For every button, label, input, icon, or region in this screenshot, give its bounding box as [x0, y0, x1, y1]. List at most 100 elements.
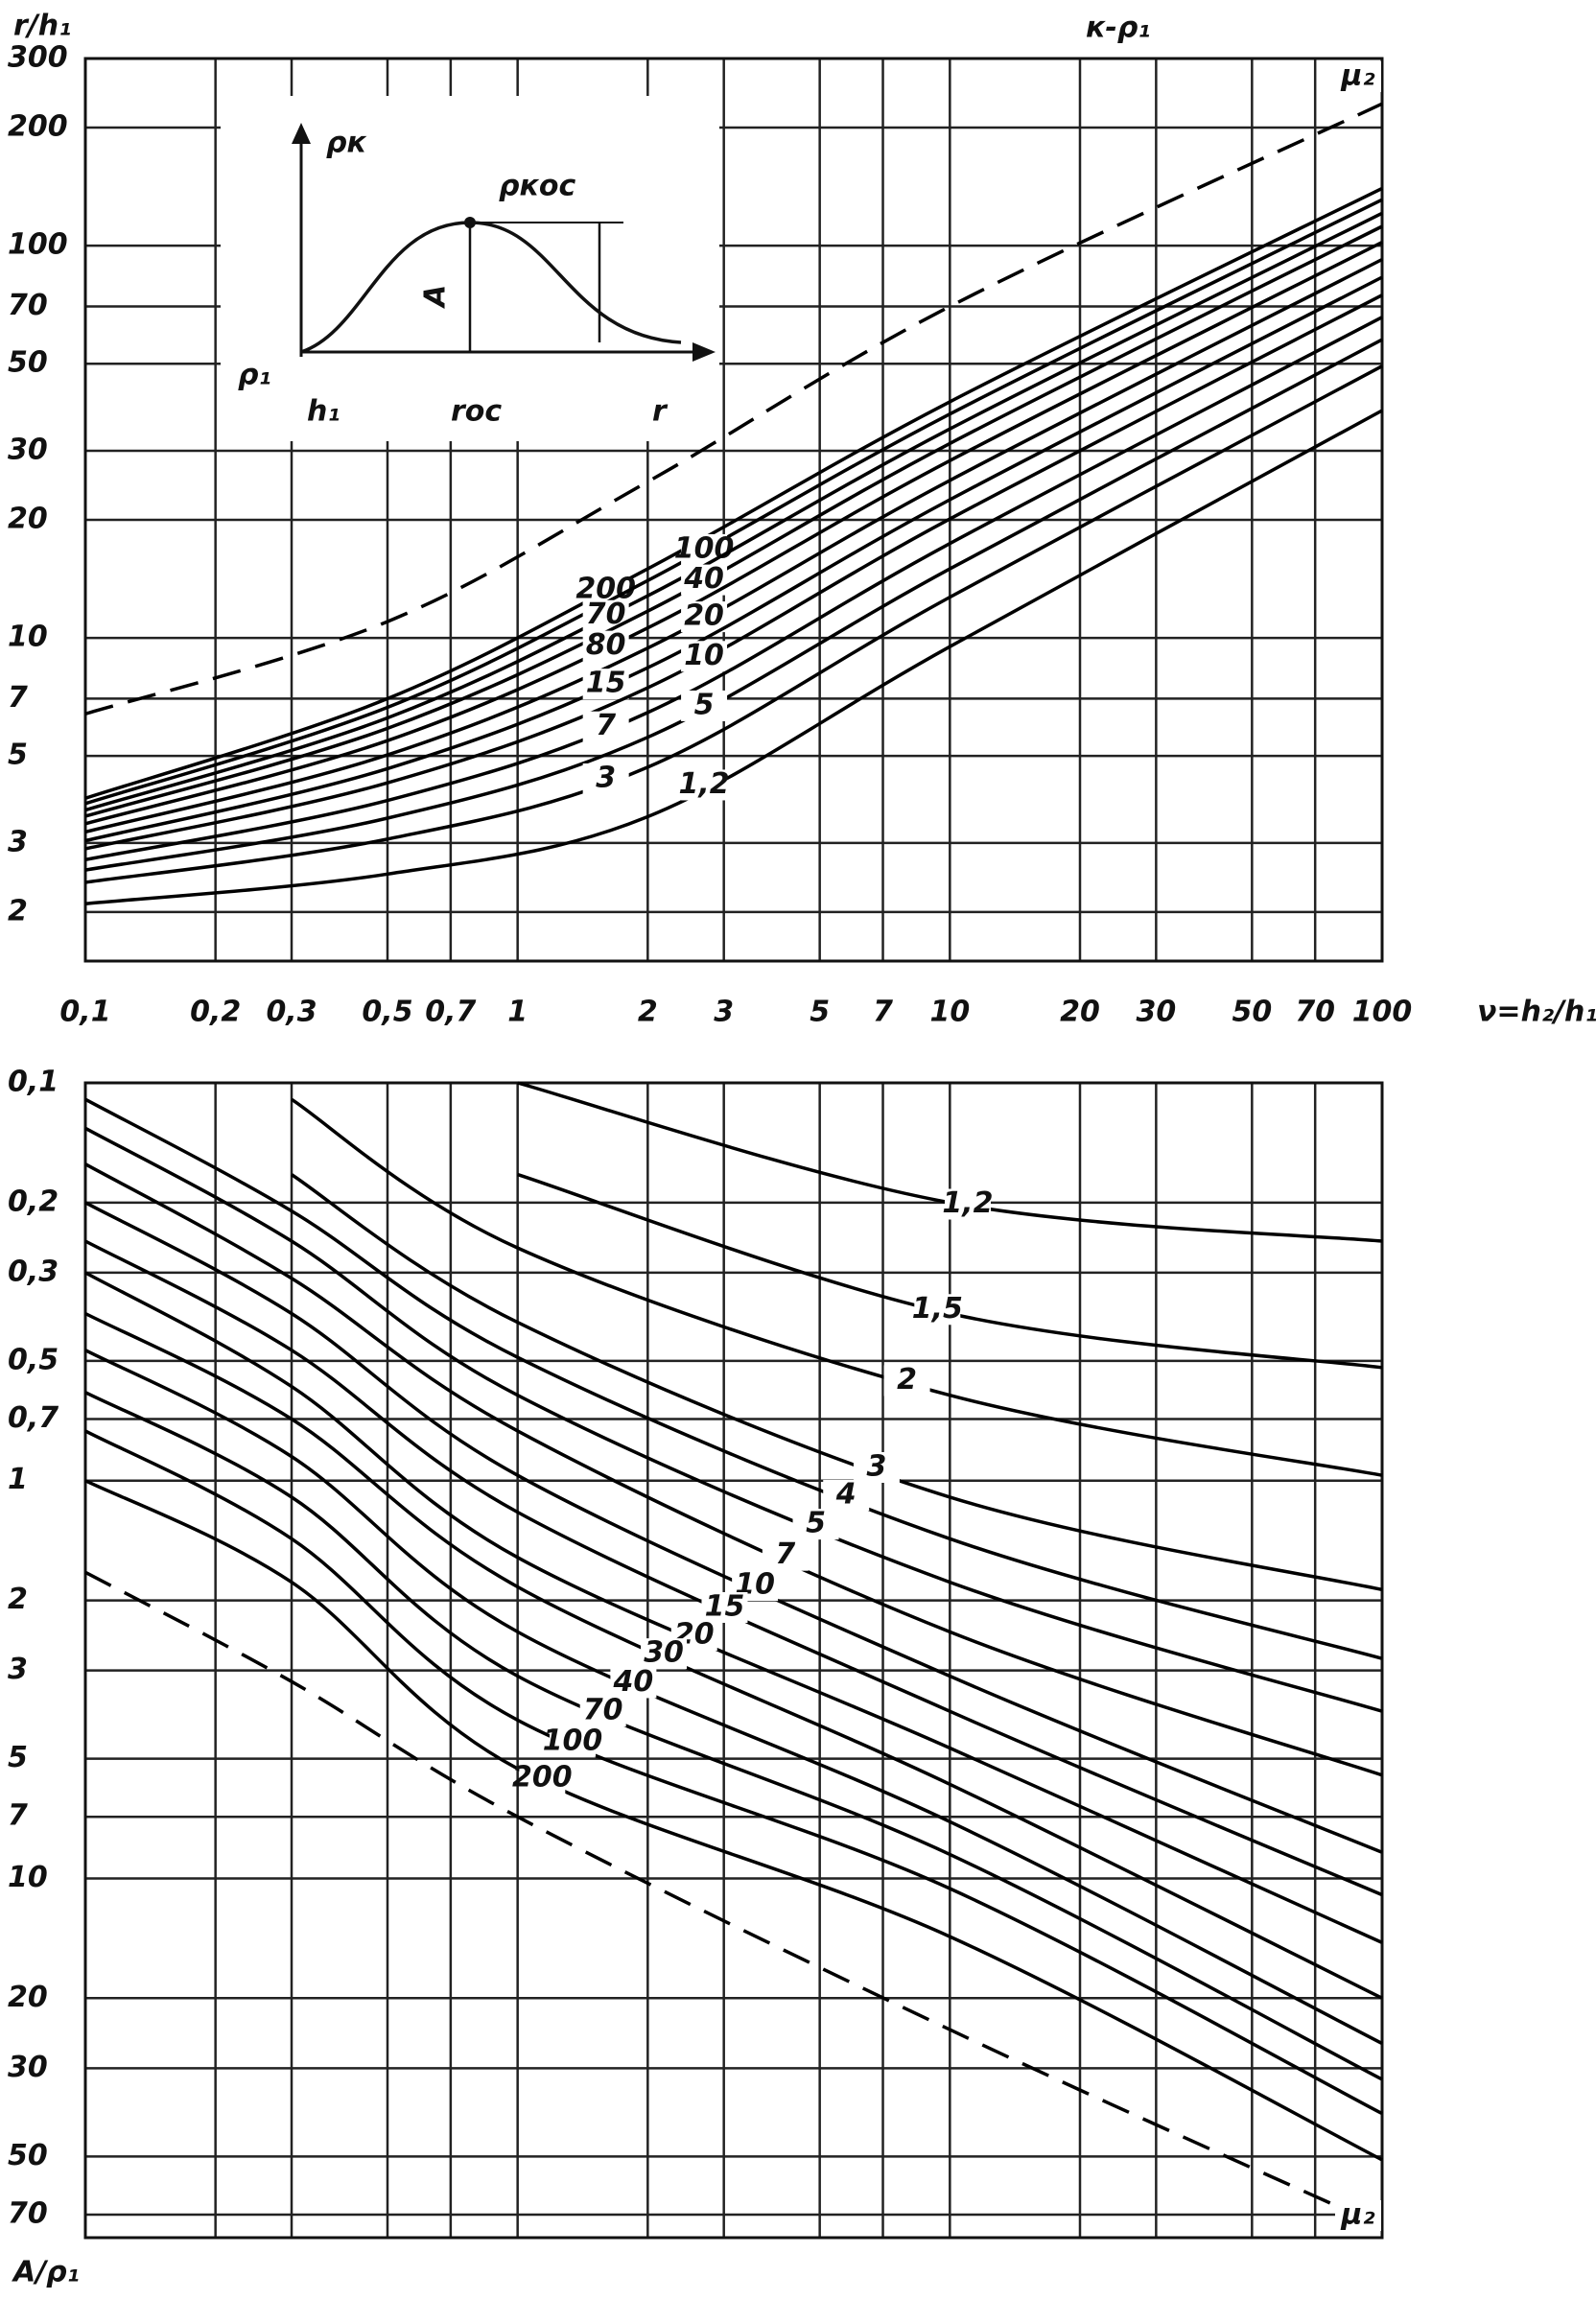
- curve: [84, 1311, 1383, 2000]
- y-tick-label: 3: [8, 1653, 28, 1686]
- curve: [84, 1097, 1383, 1660]
- curve: [84, 1570, 1383, 2228]
- y-tick-label: 3: [8, 825, 28, 858]
- curve: [84, 241, 1383, 826]
- label-bg: [610, 1667, 657, 1699]
- curve-label: 1,2: [678, 767, 729, 801]
- label-bg: [701, 1591, 748, 1623]
- y-tick-label: 300: [8, 41, 68, 75]
- label-bg: [582, 763, 629, 794]
- curve: [84, 1349, 1383, 2046]
- curve-label: 20: [684, 599, 724, 633]
- curve: [84, 257, 1383, 834]
- x-tick-label: 0,5: [362, 996, 412, 1029]
- curve-label: 2: [897, 1363, 917, 1396]
- x-tick-label: 5: [810, 996, 830, 1029]
- y-tick-label: 100: [8, 228, 68, 262]
- inset-label: r: [652, 395, 669, 429]
- y-tick-label: 0,7: [8, 1401, 59, 1435]
- y-tick-label: 0,2: [8, 1185, 59, 1218]
- label-bg: [681, 641, 728, 672]
- curve: [84, 1429, 1383, 2116]
- x-tick-label: 0,1: [59, 996, 110, 1029]
- y-tick-label: 1: [8, 1463, 28, 1496]
- y-tick-label: 50: [8, 346, 48, 380]
- curve-label: 15: [586, 667, 626, 700]
- label-bg: [641, 1638, 688, 1670]
- legend-title: к-ρ₁: [1086, 12, 1150, 45]
- y-tick-label: 50: [8, 2139, 48, 2172]
- label-bg: [681, 769, 728, 801]
- x-tick-label: 0,3: [266, 996, 317, 1029]
- inset-label: ρк: [326, 127, 366, 160]
- curve: [84, 211, 1383, 812]
- curve-label: 5: [694, 688, 715, 721]
- y-tick-label: 2: [8, 1583, 28, 1616]
- curve: [84, 275, 1383, 843]
- y-tick-label: 10: [8, 1861, 48, 1894]
- curve: [84, 364, 1383, 884]
- label-bg: [1334, 2199, 1381, 2231]
- curve: [84, 1162, 1383, 1777]
- label-bg: [579, 1696, 626, 1727]
- y-tick-label: 30: [8, 2051, 48, 2084]
- x-tick-label: 100: [1352, 996, 1413, 1029]
- label-bg: [823, 1479, 870, 1511]
- label-bg: [762, 1539, 809, 1571]
- curve-label: 70: [583, 1694, 623, 1727]
- x-tick-label: 0,2: [190, 996, 241, 1029]
- curve: [84, 1239, 1383, 1897]
- y-tick-label: 70: [8, 2196, 48, 2230]
- y-tick-label: 30: [8, 433, 48, 466]
- y-tick-label: 5: [8, 739, 28, 772]
- y-axis-label: r/h₁: [13, 10, 71, 43]
- label-bg: [792, 1509, 839, 1540]
- label-bg: [582, 669, 629, 700]
- label-bg: [681, 533, 728, 565]
- curve-label: 7: [775, 1537, 795, 1571]
- label-bg: [681, 690, 728, 721]
- curve-label: 4: [835, 1477, 857, 1511]
- curve-label: 200: [512, 1761, 573, 1795]
- y-tick-label: 0,3: [8, 1255, 59, 1288]
- curve: [84, 198, 1383, 806]
- x-tick-label: 20: [1060, 996, 1100, 1029]
- x-tick-label: 0,7: [425, 996, 476, 1029]
- label-bg: [853, 1452, 900, 1484]
- curve-label: 15: [705, 1589, 745, 1623]
- inset-label: ρ₁: [238, 359, 271, 392]
- y-tick-label: 20: [8, 502, 48, 535]
- label-bg: [1334, 60, 1381, 92]
- inset-arrow: [692, 342, 716, 362]
- label-bg: [914, 1294, 961, 1326]
- curve-label: 10: [684, 639, 724, 672]
- curve-label: 80: [586, 628, 626, 662]
- label-bg: [681, 601, 728, 633]
- x-tick-label: 7: [873, 996, 893, 1029]
- y-tick-label: 0,1: [8, 1066, 59, 1099]
- plot-frame: [83, 57, 1384, 963]
- y-axis-label: A/ρ₁: [12, 2256, 80, 2289]
- label-bg: [582, 574, 629, 605]
- x-tick-label: 30: [1136, 996, 1176, 1029]
- label-bg: [550, 1725, 597, 1757]
- curve-label: 100: [543, 1724, 603, 1757]
- x-tick-label: 2: [638, 996, 658, 1029]
- curve: [84, 1271, 1383, 1944]
- y-tick-label: 0,5: [8, 1343, 59, 1376]
- curve-label: 5: [806, 1507, 826, 1540]
- y-tick-label: 5: [8, 1741, 28, 1774]
- curve-label: 3: [866, 1450, 886, 1484]
- inset-label: ρкос: [499, 170, 575, 203]
- curve: [84, 1201, 1383, 1854]
- curve-label: 3: [596, 761, 616, 794]
- curve-label: μ₂: [1340, 2197, 1374, 2231]
- x-tick-label: 10: [929, 996, 970, 1029]
- y-tick-label: 2: [8, 894, 28, 927]
- y-tick-label: 20: [8, 1981, 48, 2014]
- x-tick-label: 3: [714, 996, 734, 1029]
- label-bg: [582, 630, 629, 662]
- curve-label: 200: [575, 572, 636, 605]
- curve-label: μ₂: [1340, 59, 1374, 92]
